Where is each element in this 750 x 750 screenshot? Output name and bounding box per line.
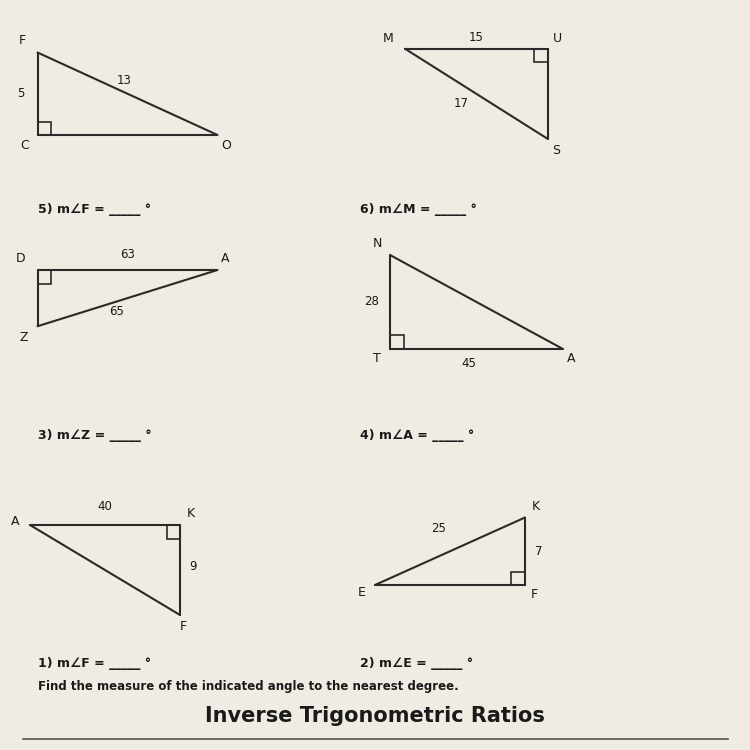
Text: T: T bbox=[374, 352, 381, 365]
Text: E: E bbox=[358, 586, 365, 599]
Text: 6) m∠M = _____ °: 6) m∠M = _____ ° bbox=[360, 203, 477, 217]
Text: Find the measure of the indicated angle to the nearest degree.: Find the measure of the indicated angle … bbox=[38, 680, 458, 693]
Text: 65: 65 bbox=[109, 304, 124, 318]
Text: 45: 45 bbox=[461, 357, 476, 370]
Text: 4) m∠A = _____ °: 4) m∠A = _____ ° bbox=[360, 428, 474, 442]
Text: F: F bbox=[180, 620, 188, 633]
Text: 15: 15 bbox=[469, 31, 484, 44]
Text: F: F bbox=[530, 587, 538, 601]
Text: A: A bbox=[567, 352, 576, 365]
Text: D: D bbox=[16, 252, 26, 266]
Text: 17: 17 bbox=[454, 97, 469, 110]
Text: A: A bbox=[220, 252, 230, 266]
Text: K: K bbox=[188, 507, 195, 520]
Text: Z: Z bbox=[20, 331, 28, 344]
Text: N: N bbox=[373, 237, 382, 250]
Text: 28: 28 bbox=[364, 295, 379, 308]
Text: 5: 5 bbox=[17, 87, 25, 100]
Text: S: S bbox=[553, 143, 560, 157]
Text: M: M bbox=[383, 32, 394, 46]
Text: 25: 25 bbox=[431, 522, 446, 536]
Text: A: A bbox=[10, 514, 20, 528]
Text: 3) m∠Z = _____ °: 3) m∠Z = _____ ° bbox=[38, 428, 151, 442]
Text: O: O bbox=[221, 139, 232, 152]
Text: 1) m∠F = _____ °: 1) m∠F = _____ ° bbox=[38, 657, 151, 670]
Text: 7: 7 bbox=[535, 544, 542, 558]
Text: 2) m∠E = _____ °: 2) m∠E = _____ ° bbox=[360, 657, 473, 670]
Text: 40: 40 bbox=[98, 500, 112, 513]
Text: Inverse Trigonometric Ratios: Inverse Trigonometric Ratios bbox=[205, 706, 545, 726]
Text: 63: 63 bbox=[120, 248, 135, 262]
Text: 13: 13 bbox=[116, 74, 131, 88]
Text: F: F bbox=[19, 34, 26, 47]
Text: K: K bbox=[532, 500, 539, 513]
Text: 5) m∠F = _____ °: 5) m∠F = _____ ° bbox=[38, 203, 151, 217]
Text: U: U bbox=[553, 32, 562, 46]
Text: C: C bbox=[20, 139, 29, 152]
Text: 9: 9 bbox=[190, 560, 197, 573]
